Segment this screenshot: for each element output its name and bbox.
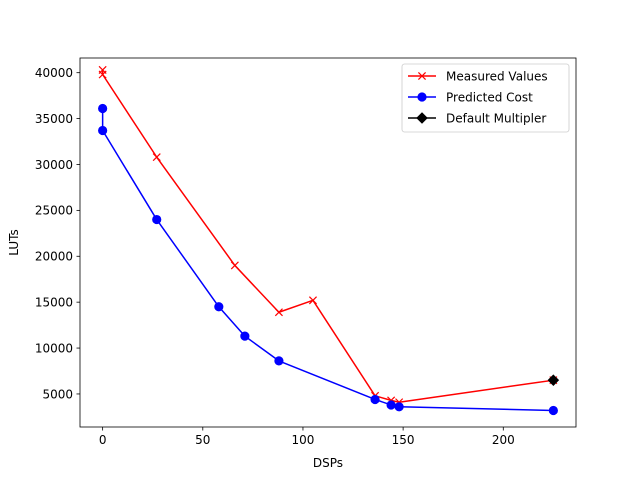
legend-label-predicted-cost: Predicted Cost <box>446 90 533 104</box>
data-point-predicted-cost-5 <box>274 356 284 366</box>
x-tick-label-0: 0 <box>99 433 107 447</box>
y-tick-label-4: 25000 <box>35 204 73 218</box>
y-axis-label: LUTs <box>7 229 21 255</box>
y-tick-label-0: 5000 <box>42 387 73 401</box>
x-axis-ticks: 0 50 100 150 200 <box>99 427 515 447</box>
y-tick-label-3: 20000 <box>35 250 73 264</box>
data-point-measured-values-4-stroke-b <box>274 308 283 317</box>
x-tick-label-1: 50 <box>195 433 210 447</box>
data-point-measured-values-1 <box>98 70 107 79</box>
axes-frame <box>79 57 577 428</box>
series-line-measured-values <box>101 69 554 403</box>
y-tick-label-7: 40000 <box>35 66 73 80</box>
legend-swatch-marker-predicted-cost <box>417 92 427 102</box>
y-tick-label-5: 30000 <box>35 158 73 172</box>
data-point-measured-values-4 <box>274 308 283 317</box>
legend-item-default-multipler: Default Multipler <box>408 111 546 125</box>
legend-swatch-marker-measured-values-stroke-b <box>417 71 427 81</box>
data-point-measured-values-1-stroke-b <box>98 70 107 79</box>
data-point-predicted-cost-7 <box>386 400 396 410</box>
data-point-predicted-cost-0 <box>98 103 108 114</box>
legend-label-default-multipler: Default Multipler <box>446 111 546 125</box>
data-point-predicted-cost-2 <box>152 214 162 225</box>
x-tick-label-3: 150 <box>392 433 415 447</box>
y-tick-label-1: 10000 <box>35 341 73 355</box>
legend-item-measured-values: Measured Values <box>408 69 548 83</box>
data-point-predicted-cost-8 <box>394 402 404 412</box>
data-point-measured-values-2-stroke-b <box>152 153 161 162</box>
plot-area <box>79 57 577 428</box>
data-point-predicted-cost-6 <box>370 394 380 405</box>
x-tick-label-2: 100 <box>292 433 315 447</box>
data-point-measured-values-5 <box>308 296 318 305</box>
x-axis-label: DSPs <box>313 456 343 470</box>
y-tick-label-2: 15000 <box>35 295 73 309</box>
legend-swatch-marker-measured-values <box>417 71 427 81</box>
data-point-measured-values-3 <box>230 261 239 270</box>
data-point-measured-values-3-stroke-b <box>230 261 239 270</box>
legend-label-measured-values: Measured Values <box>446 69 548 83</box>
data-point-default-multipler-0 <box>547 374 560 386</box>
legend-box <box>401 63 570 133</box>
data-point-predicted-cost-1 <box>98 125 108 136</box>
legend-swatch-marker-default-multipler <box>416 112 428 124</box>
y-axis-ticks: 5000 10000 15000 20000 25000 30000 35000 40000 <box>35 66 80 401</box>
data-point-predicted-cost-9 <box>548 405 558 416</box>
data-point-measured-values-5-stroke-b <box>308 296 318 305</box>
x-tick-label-4: 200 <box>492 433 515 447</box>
legend-item-predicted-cost: Predicted Cost <box>408 90 533 104</box>
y-tick-label-6: 35000 <box>35 112 73 126</box>
data-point-measured-values-2 <box>152 153 161 162</box>
legend: Measured Values Predicted Cost Default Mul… <box>401 63 570 133</box>
data-point-predicted-cost-4 <box>240 331 250 341</box>
data-point-predicted-cost-3 <box>214 302 224 312</box>
